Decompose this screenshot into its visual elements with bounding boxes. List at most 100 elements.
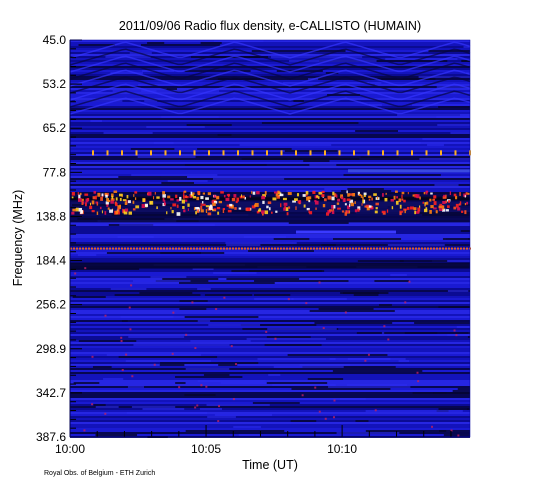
channel-stripe	[70, 108, 470, 110]
channel-stripe	[70, 102, 470, 104]
emission-pixel	[226, 204, 230, 207]
emission-pixel	[205, 197, 209, 200]
emission-pixel	[78, 194, 81, 199]
emission-pixel	[438, 205, 442, 209]
noise-pixel	[344, 311, 347, 314]
emission-pixel	[252, 191, 256, 195]
texture-patch	[290, 420, 317, 422]
emission-pixel	[81, 201, 84, 205]
constant-emission-line	[397, 247, 399, 250]
channel-stripe	[70, 424, 470, 426]
texture-patch	[159, 364, 185, 366]
emission-pixel	[363, 192, 367, 196]
texture-patch	[92, 366, 112, 368]
channel-stripe	[70, 398, 470, 400]
emission-pixel	[239, 195, 243, 199]
channel-stripe	[70, 342, 470, 344]
emission-pixel	[274, 191, 278, 194]
texture-patch	[327, 94, 360, 96]
emission-pixel	[403, 199, 406, 203]
emission-pixel	[105, 194, 108, 198]
emission-pixel	[433, 207, 437, 210]
channel-stripe	[70, 404, 470, 406]
texture-patch	[233, 426, 261, 428]
emission-pixel	[179, 196, 182, 201]
constant-emission-line	[229, 247, 231, 250]
channel-stripe	[70, 136, 470, 138]
channel-stripe	[70, 348, 470, 350]
constant-emission-line	[460, 247, 462, 250]
emission-pixel	[104, 193, 107, 196]
channel-stripe	[70, 246, 470, 248]
channel-stripe	[70, 62, 470, 64]
constant-emission-line	[199, 247, 201, 250]
texture-patch	[422, 138, 470, 140]
emission-pixel	[185, 195, 187, 198]
emission-pixel	[213, 208, 217, 211]
emission-pixel	[277, 190, 280, 195]
channel-stripe	[70, 166, 470, 168]
channel-stripe	[70, 134, 470, 136]
emission-pixel	[192, 195, 197, 199]
emission-pixel	[323, 198, 327, 202]
emission-pixel	[357, 208, 360, 212]
emission-pixel	[71, 192, 75, 196]
constant-emission-line	[379, 247, 381, 250]
emission-pixel	[147, 191, 152, 196]
constant-emission-line	[352, 247, 354, 250]
noise-pixel	[333, 399, 336, 402]
emission-pixel	[419, 196, 421, 200]
constant-emission-line	[118, 247, 120, 250]
channel-stripe	[70, 254, 470, 256]
emission-pixel	[438, 208, 443, 211]
texture-patch	[70, 268, 140, 270]
emission-pixel	[453, 206, 457, 210]
emission-pixel	[202, 192, 206, 195]
emission-pixel	[294, 198, 298, 202]
emission-pixel	[200, 209, 204, 213]
emission-pixel	[331, 196, 335, 201]
texture-patch	[463, 46, 470, 48]
emission-pixel	[190, 193, 194, 197]
texture-patch	[133, 344, 230, 346]
texture-patch	[118, 176, 188, 178]
periodic-emission-dot	[353, 150, 355, 156]
emission-pixel	[99, 206, 102, 210]
channel-stripe	[70, 84, 470, 86]
emission-pixel	[275, 210, 278, 213]
emission-pixel	[261, 195, 266, 200]
noise-pixel	[408, 280, 411, 283]
noise-pixel	[232, 398, 235, 401]
noise-pixel	[194, 406, 197, 409]
texture-patch	[460, 114, 470, 116]
texture-patch	[266, 382, 328, 384]
noise-pixel	[171, 352, 174, 355]
texture-patch	[197, 288, 211, 290]
texture-patch	[439, 430, 470, 432]
x-tick-label: 10:05	[191, 442, 221, 456]
emission-pixel	[321, 194, 325, 198]
constant-emission-line	[445, 247, 447, 250]
emission-pixel	[128, 211, 132, 215]
texture-patch	[340, 190, 392, 192]
constant-emission-line	[70, 247, 72, 250]
constant-emission-line	[259, 247, 261, 250]
emission-pixel	[89, 202, 91, 206]
texture-patch	[240, 324, 317, 326]
emission-pixel	[362, 200, 365, 204]
emission-pixel	[414, 210, 417, 215]
texture-patch	[450, 132, 470, 134]
emission-pixel	[439, 203, 443, 207]
emission-pixel	[282, 197, 287, 201]
emission-pixel	[416, 194, 420, 199]
emission-pixel	[349, 199, 354, 204]
emission-pixel	[283, 202, 288, 206]
emission-pixel	[164, 199, 166, 204]
periodic-emission-dot	[280, 150, 283, 156]
emission-pixel	[75, 207, 79, 212]
texture-patch	[197, 148, 292, 150]
emission-pixel	[96, 201, 99, 206]
channel-stripe	[70, 128, 470, 130]
texture-patch	[128, 336, 185, 338]
texture-patch	[218, 364, 238, 366]
